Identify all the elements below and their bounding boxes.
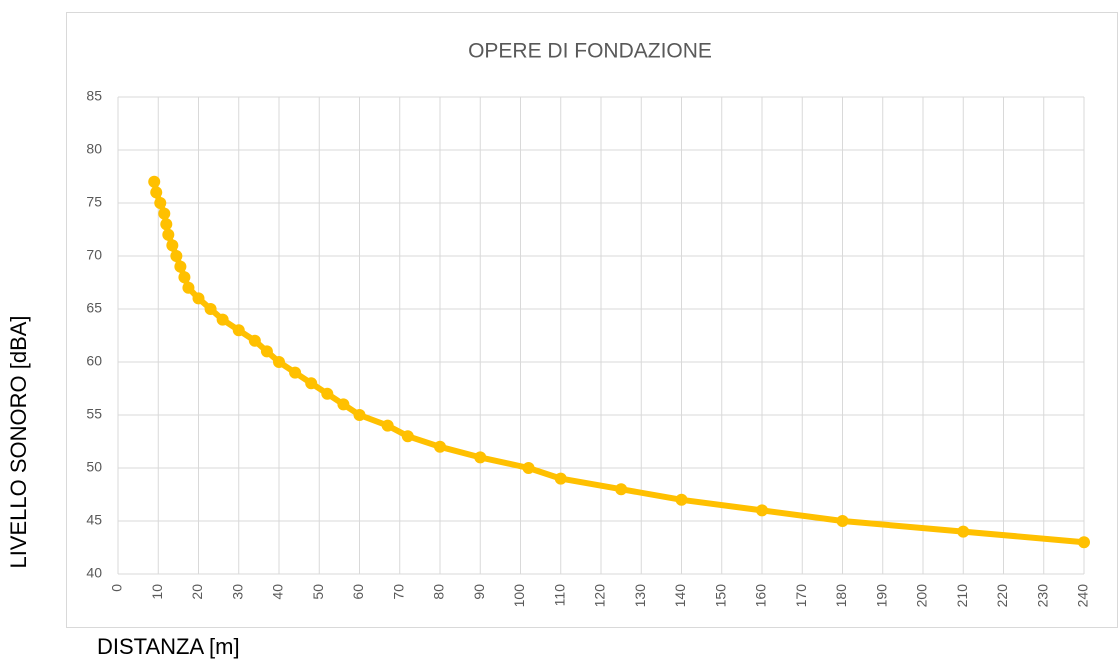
x-tick-label: 170	[793, 584, 809, 608]
data-point	[166, 239, 179, 252]
data-point	[474, 451, 487, 464]
data-point	[248, 334, 261, 347]
data-point	[401, 430, 414, 443]
data-point	[957, 525, 970, 538]
y-tick-label: 70	[86, 247, 102, 263]
x-tick-label: 230	[1034, 584, 1050, 608]
y-tick-label: 40	[86, 565, 102, 581]
x-tick-label: 130	[632, 584, 648, 608]
x-tick-label: 180	[833, 584, 849, 608]
data-point	[158, 207, 171, 220]
data-point	[216, 313, 229, 326]
data-point	[1078, 536, 1090, 549]
y-tick-label: 45	[86, 512, 102, 528]
x-tick-label: 210	[954, 584, 970, 608]
data-point	[836, 515, 849, 527]
x-axis-label: DISTANZA [m]	[97, 634, 240, 659]
data-point	[554, 472, 567, 485]
x-tick-label: 0	[109, 584, 125, 592]
y-tick-label: 80	[86, 141, 102, 157]
data-point	[615, 483, 628, 496]
x-tick-label: 80	[431, 584, 447, 600]
x-tick-label: 200	[914, 584, 930, 608]
x-tick-label: 120	[592, 584, 608, 608]
y-tick-label: 60	[86, 353, 102, 369]
data-point	[522, 462, 535, 474]
x-tick-label: 70	[390, 584, 406, 600]
y-tick-label: 65	[86, 300, 102, 316]
data-point	[337, 398, 350, 411]
data-point	[321, 387, 334, 400]
data-point	[192, 292, 205, 305]
data-point	[162, 228, 175, 241]
data-point	[182, 281, 195, 294]
data-point	[160, 218, 173, 231]
data-point	[178, 271, 191, 284]
x-tick-label: 60	[350, 584, 366, 600]
x-tick-label: 40	[270, 584, 286, 600]
data-point	[232, 324, 245, 337]
x-tick-label: 50	[310, 584, 326, 600]
x-tick-label: 10	[149, 584, 165, 600]
data-point	[150, 186, 163, 199]
x-tick-label: 150	[712, 584, 728, 608]
data-point	[273, 356, 285, 368]
data-point	[204, 303, 217, 315]
x-tick-label: 240	[1075, 584, 1091, 608]
x-tick-label: 20	[189, 584, 205, 600]
data-point	[170, 250, 183, 262]
data-point	[381, 419, 394, 432]
data-point	[756, 504, 768, 517]
y-axis-label: LIVELLO SONORO [dBA]	[6, 315, 31, 568]
x-tick-label: 30	[229, 584, 245, 600]
data-point	[260, 345, 273, 358]
y-tick-label: 85	[86, 88, 102, 104]
chart-frame	[66, 12, 1118, 628]
data-point	[148, 175, 161, 188]
chart-title: OPERE DI FONDAZIONE	[468, 40, 712, 63]
data-point	[174, 260, 187, 273]
x-tick-label: 100	[511, 584, 527, 608]
y-tick-label: 75	[86, 194, 102, 210]
data-point	[154, 197, 167, 209]
y-tick-label: 55	[86, 406, 102, 422]
x-tick-label: 90	[471, 584, 487, 600]
x-tick-label: 160	[753, 584, 769, 608]
data-point	[289, 366, 302, 379]
x-tick-label: 140	[672, 584, 688, 608]
y-tick-label: 50	[86, 459, 102, 475]
data-point	[675, 493, 688, 506]
x-tick-label: 220	[994, 584, 1010, 608]
data-point	[305, 377, 318, 390]
data-point	[434, 440, 446, 453]
x-tick-label: 110	[551, 584, 567, 607]
x-tick-label: 190	[873, 584, 889, 608]
data-point	[353, 409, 366, 421]
